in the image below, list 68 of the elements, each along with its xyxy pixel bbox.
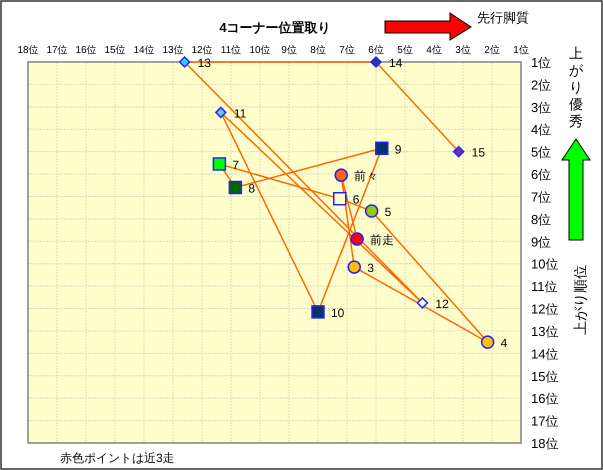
y-tick-label: 6位 (531, 167, 552, 182)
y-tick-label: 4位 (531, 122, 552, 138)
y-tick-label: 15位 (531, 368, 558, 384)
y-tick-label: 18位 (531, 436, 558, 451)
annotation: 8 (248, 182, 256, 196)
x-tick-label: 18位 (17, 44, 39, 56)
y-tick-label: 12位 (531, 302, 558, 317)
x-tick-label: 14位 (133, 44, 155, 56)
x-tick-label: 7位 (339, 44, 355, 56)
annotation: 14 (389, 56, 403, 70)
point (178, 56, 190, 68)
point (333, 192, 346, 206)
x-tick-label: 8位 (310, 44, 326, 56)
point (370, 56, 382, 68)
y-tick-label: 7位 (531, 189, 552, 204)
y-tick-label: 5位 (531, 144, 552, 160)
y-axis-title: 上がり順位 (572, 265, 588, 335)
text: 赤色ポイントは近3走 (60, 451, 175, 465)
x-tick-label: 9位 (281, 44, 297, 56)
x-tick-label: 17位 (46, 44, 68, 56)
y-tick-label: 10位 (531, 256, 558, 272)
annotation: 前走 (370, 233, 394, 248)
annotation: 11 (234, 106, 247, 120)
y-tick-label: 2位 (531, 77, 552, 92)
point (480, 335, 494, 349)
point (215, 106, 227, 118)
y-tick-label: 13位 (531, 324, 558, 339)
chart-title: 4コーナー位置取り (219, 20, 331, 35)
x-tick-label: 16位 (75, 44, 97, 56)
y-tick-label: 17位 (531, 414, 558, 429)
x-tick-label: 1位 (513, 44, 529, 56)
annotation: 3 (367, 261, 374, 276)
y-tick-label: 16位 (531, 391, 558, 406)
y-tick-label: 8位 (531, 212, 552, 227)
text: 先行脚質 (477, 10, 529, 25)
annotation: 5 (384, 205, 392, 220)
annotation: 10 (331, 306, 345, 320)
point (364, 204, 378, 218)
point (228, 180, 242, 194)
annotation: 9 (394, 142, 402, 156)
point (348, 260, 361, 274)
annotation: 12 (435, 296, 450, 311)
y-tick-label: 3位 (531, 100, 552, 115)
y-tick-label: 11位 (531, 279, 558, 294)
x-tick-label: 5位 (397, 44, 413, 56)
point (334, 168, 348, 182)
x-tick-label: 11位 (220, 44, 242, 56)
point (375, 142, 389, 156)
text: 上がり優秀 (569, 45, 584, 129)
x-tick-label: 13位 (162, 44, 184, 56)
x-tick-label: 2位 (484, 44, 500, 56)
point (452, 146, 464, 158)
y-tick-label: 9位 (531, 234, 552, 250)
annotation: 6 (352, 192, 360, 207)
y-tick-label: 14位 (531, 346, 558, 362)
x-tick-label: 15位 (104, 44, 126, 56)
point (212, 157, 226, 171)
annotation: 4 (500, 336, 508, 350)
annotation: 15 (472, 146, 486, 160)
y-tick-label: 1位 (531, 55, 552, 70)
x-tick-label: 10位 (249, 44, 271, 56)
point (350, 232, 364, 246)
x-tick-label: 3位 (455, 44, 471, 56)
x-tick-label: 4位 (426, 44, 442, 56)
point (416, 297, 428, 309)
x-tick-label: 12位 (191, 44, 213, 56)
point (311, 305, 325, 319)
x-tick-label: 6位 (368, 44, 384, 56)
